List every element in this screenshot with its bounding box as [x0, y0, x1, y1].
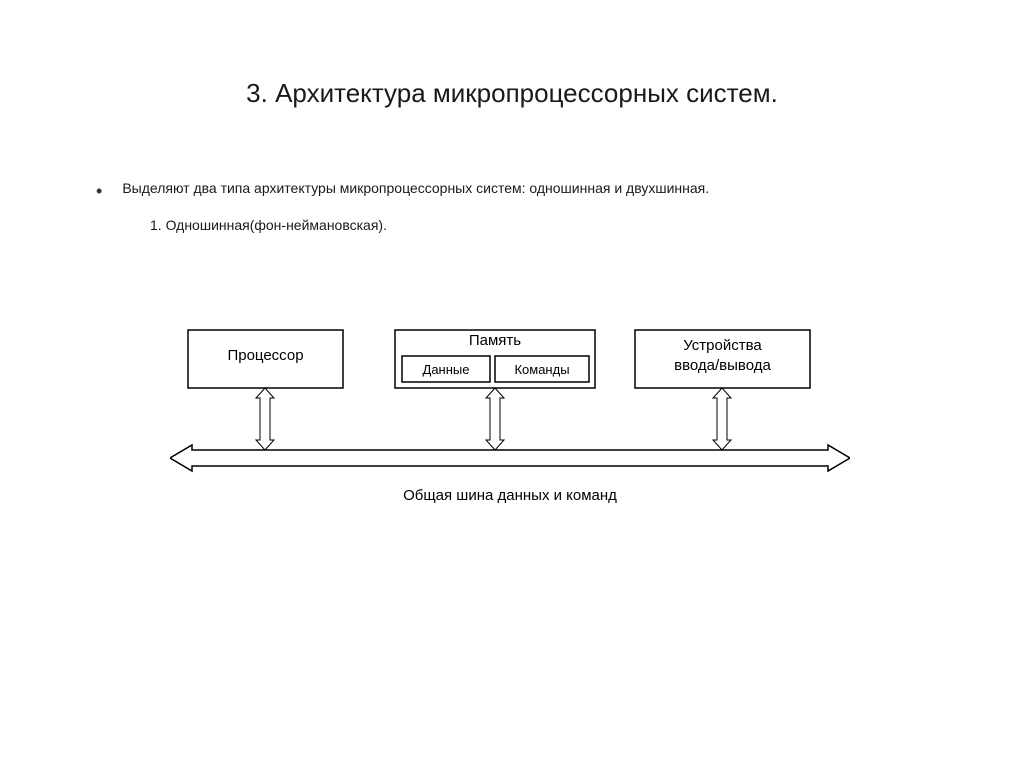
bullet-marker: • — [96, 182, 102, 200]
bullet-row: • Выделяют два типа архитектуры микропро… — [96, 179, 964, 200]
svg-text:Команды: Команды — [514, 362, 569, 377]
bullet-text: Выделяют два типа архитектуры микропроце… — [122, 179, 709, 199]
svg-text:ввода/вывода: ввода/вывода — [674, 357, 771, 374]
svg-text:Процессор: Процессор — [227, 347, 303, 364]
svg-text:Устройства: Устройства — [683, 337, 762, 354]
slide-title: 3. Архитектура микропроцессорных систем. — [0, 0, 1024, 109]
svg-text:Память: Память — [469, 332, 521, 349]
architecture-diagram: Процессор Память Данные Команды Устройства вв… — [170, 320, 850, 550]
body-text: • Выделяют два типа архитектуры микропро… — [0, 109, 1024, 236]
svg-text:Данные: Данные — [423, 362, 470, 377]
svg-text:Общая шина данных и команд: Общая шина данных и команд — [403, 487, 617, 504]
sub-text: 1. Одношинная(фон-неймановская). — [96, 216, 964, 236]
